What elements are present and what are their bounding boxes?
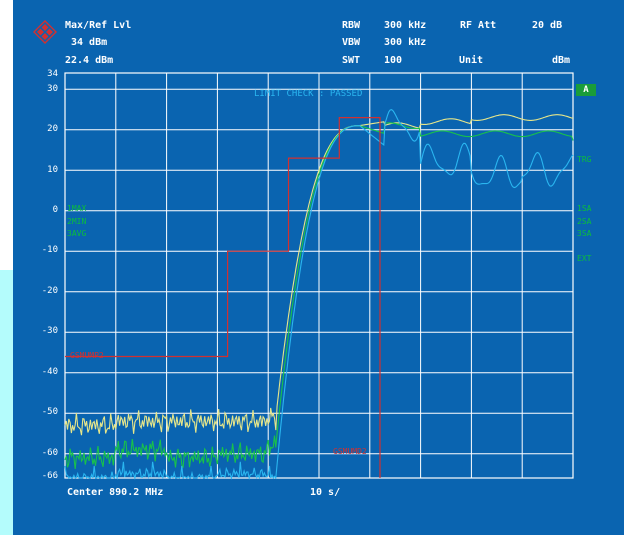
vbw-value: 300 kHz xyxy=(384,37,427,48)
y-tick-label: 10 xyxy=(47,165,58,175)
limit-line xyxy=(65,116,381,478)
rohde-schwarz-logo-icon xyxy=(33,20,57,44)
ref-level-value: 34 dBm xyxy=(71,37,108,48)
ref-level-title: Max/Ref Lvl xyxy=(65,20,132,31)
sa3-label: 3SA xyxy=(577,229,592,238)
trace-label-max: 1MAX xyxy=(67,204,87,213)
unit-value: dBm xyxy=(552,55,571,66)
y-tick-label: 0 xyxy=(52,205,58,215)
rf-att-value: 20 dB xyxy=(532,20,563,31)
trace-label-avg: 3AVG xyxy=(67,229,87,238)
rbw-value: 300 kHz xyxy=(384,20,427,31)
y-tick-label: -10 xyxy=(41,245,58,255)
sa2-label: 2SA xyxy=(577,217,592,226)
y-tick-label: -60 xyxy=(41,448,58,458)
y-tick-label: -40 xyxy=(41,367,58,377)
spectrum-plot: LIMIT CHECK : PASSED GSMUMP2 GSMUMD2 Cen… xyxy=(64,72,574,498)
ext-label: EXT xyxy=(577,254,592,263)
limit-label-upper: GSMUMP2 xyxy=(70,351,104,360)
y-tick-label: -50 xyxy=(41,407,58,417)
y-tick-label: 34 xyxy=(47,69,58,79)
y-tick-label: -66 xyxy=(41,471,58,481)
screen-a-indicator[interactable]: A xyxy=(576,84,596,96)
trace-3avg xyxy=(64,108,574,481)
trace-1max xyxy=(64,114,574,436)
plot-grid xyxy=(64,72,574,479)
y-tick-label: -20 xyxy=(41,286,58,296)
unit-label: Unit xyxy=(459,55,484,66)
limit-check-status: LIMIT CHECK : PASSED xyxy=(254,89,362,99)
analyzer-screen: Max/Ref Lvl 34 dBm 22.4 dBm RBW 300 kHz … xyxy=(13,0,624,535)
trigger-label: TRG xyxy=(577,155,592,164)
swt-label: SWT xyxy=(342,55,361,66)
trace-2min xyxy=(64,122,574,470)
y-tick-label: 20 xyxy=(47,124,58,134)
sa1-label: 1SA xyxy=(577,204,592,213)
rf-att-label: RF Att xyxy=(460,20,497,31)
limit-label-lower: GSMUMD2 xyxy=(333,447,367,456)
y-tick-label: -30 xyxy=(41,326,58,336)
trace-label-min: 2MIN xyxy=(67,217,87,226)
rbw-label: RBW xyxy=(342,20,361,31)
window-edge xyxy=(0,270,13,535)
sweep-span: 10 s/ xyxy=(310,487,340,498)
center-frequency: Center 890.2 MHz xyxy=(67,487,163,498)
swt-value: 100 xyxy=(384,55,403,66)
vbw-label: VBW xyxy=(342,37,361,48)
y-tick-label: 30 xyxy=(47,84,58,94)
ref-level-secondary: 22.4 dBm xyxy=(65,55,114,66)
traces xyxy=(64,108,574,481)
